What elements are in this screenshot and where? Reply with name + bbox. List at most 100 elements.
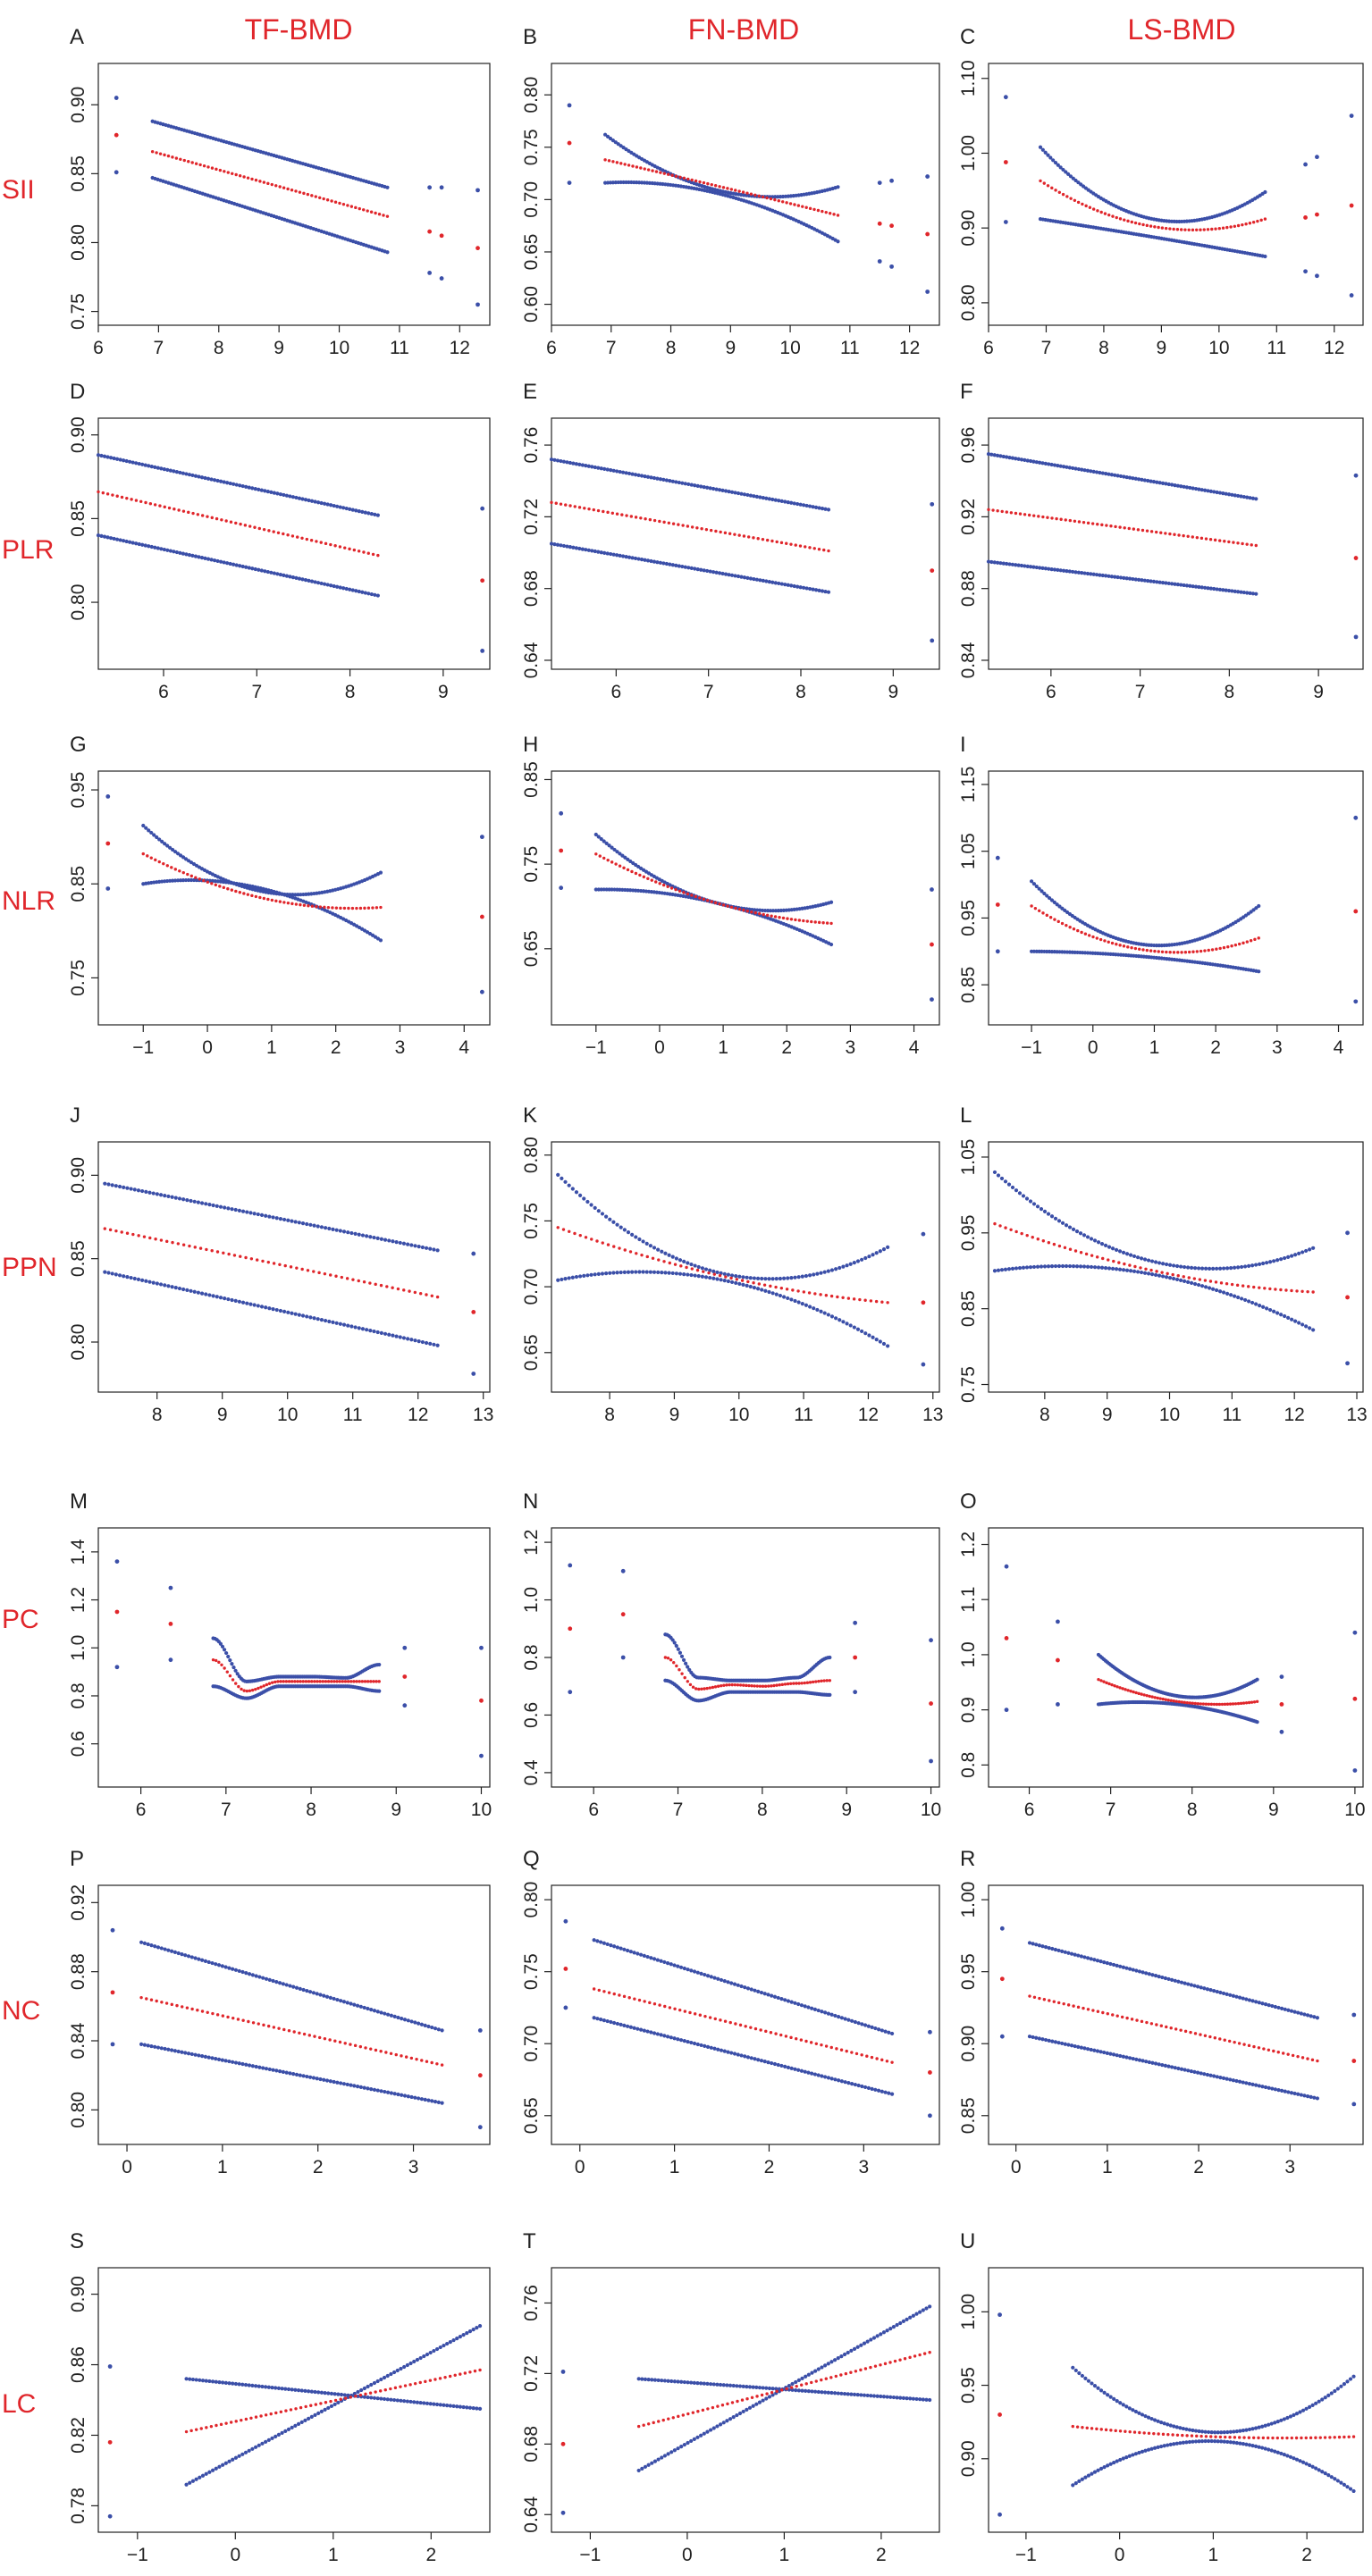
ci-lower-point	[1053, 1263, 1058, 1269]
ci-upper-point	[590, 465, 594, 469]
ci-lower-point	[303, 578, 308, 583]
ci-lower-point	[1034, 2035, 1039, 2040]
ci-lower-point	[619, 180, 623, 185]
ci-lower-point	[278, 572, 282, 577]
ci-lower-point	[1199, 585, 1204, 590]
ci-upper-point	[1050, 1946, 1055, 1951]
x-tick-label-n: 7	[673, 1800, 684, 1820]
ci-upper-point	[860, 1257, 864, 1262]
ci-isolated-point	[168, 1657, 173, 1663]
x-tick-label-k: 12	[858, 1405, 879, 1425]
ci-upper-point	[800, 1274, 804, 1279]
ci-upper-point	[628, 859, 633, 864]
ci-upper-point	[883, 2029, 888, 2034]
fit-point	[200, 2010, 205, 2013]
ci-lower-point	[1118, 2053, 1123, 2059]
ci-upper-point	[331, 1227, 335, 1231]
fit-point	[799, 2038, 804, 2042]
ci-upper-point	[689, 1968, 694, 1973]
ci-lower-point	[286, 1310, 290, 1314]
ci-upper-point	[804, 503, 809, 508]
ci-upper-point	[1230, 492, 1234, 497]
ci-lower-point	[233, 1298, 238, 1303]
ci-lower-point	[1141, 2059, 1145, 2063]
ci-lower-point	[612, 2020, 617, 2026]
fit-point	[1159, 2024, 1164, 2027]
ci-upper-point	[1196, 1266, 1201, 1271]
ci-upper-point	[297, 496, 302, 500]
ci-upper-point	[1031, 1202, 1037, 1206]
ci-lower-point	[599, 550, 603, 555]
ci-lower-point	[620, 887, 625, 892]
ci-lower-point	[667, 1271, 671, 1275]
ci-upper-point	[344, 506, 349, 511]
fit-point	[1225, 225, 1229, 230]
ci-upper-point	[293, 2387, 298, 2392]
ci-lower-point	[645, 558, 651, 563]
fit-point	[1296, 2054, 1300, 2059]
fit-point	[726, 187, 729, 190]
ci-upper-point	[391, 1239, 395, 1244]
ci-upper-point	[1153, 1974, 1158, 1978]
ci-upper-point	[170, 847, 175, 852]
fit-point	[223, 170, 226, 173]
fit-point	[300, 1267, 304, 1271]
ci-upper-point	[296, 893, 300, 897]
fit-isolated-point	[1352, 1696, 1358, 1701]
fit-point	[1250, 1700, 1254, 1704]
ci-lower-point	[142, 2043, 147, 2047]
ci-upper-point	[122, 458, 126, 463]
fit-point	[1207, 948, 1210, 952]
fit-point	[153, 503, 157, 507]
fit-point	[139, 499, 143, 503]
ci-lower-point	[1192, 1281, 1198, 1287]
ci-upper-point	[225, 481, 230, 485]
ci-lower-point	[829, 2077, 834, 2081]
fit-point	[187, 510, 190, 515]
ci-lower-point	[796, 1300, 801, 1305]
ci-lower-point	[1128, 2056, 1132, 2060]
x-tick-label-j: 9	[217, 1405, 228, 1425]
fit-point	[1140, 2019, 1144, 2024]
fit-point	[348, 547, 351, 551]
ci-upper-point	[749, 1987, 753, 1992]
ci-upper-point	[745, 1275, 749, 1280]
ci-upper-point	[672, 1640, 677, 1645]
ci-lower-point	[786, 583, 790, 587]
ci-upper-point	[826, 508, 831, 512]
ci-lower-point	[1179, 583, 1183, 587]
ci-lower-point	[1040, 566, 1045, 570]
ci-upper-point	[198, 2378, 202, 2382]
ci-lower-point	[387, 1332, 391, 1337]
ci-upper-point	[1105, 1960, 1109, 1966]
ci-lower-point	[621, 180, 626, 185]
ci-upper-point	[199, 1201, 205, 1205]
fit-point	[1267, 2048, 1271, 2052]
ci-lower-point	[106, 1271, 111, 1275]
ci-upper-point	[144, 1189, 148, 1194]
ci-lower-point	[1228, 2077, 1233, 2082]
fit-point	[1207, 1702, 1211, 1706]
ci-upper-point	[200, 1958, 205, 1962]
ci-upper-point	[1261, 1261, 1266, 1266]
ci-upper-point	[678, 1965, 684, 1969]
row-label-ppn: PPN	[2, 1253, 57, 1282]
ci-upper-point	[1197, 487, 1201, 491]
panel-letter-a: A	[70, 25, 84, 49]
ci-lower-point	[173, 878, 178, 883]
ci-isolated-point	[1353, 999, 1359, 1004]
ci-lower-point	[366, 2086, 370, 2091]
plot-frame-j	[97, 1141, 491, 1393]
fit-point	[708, 2016, 712, 2019]
ci-upper-point	[726, 1980, 730, 1984]
y-tick-label-i: 0.95	[958, 900, 979, 936]
ci-lower-point	[316, 581, 321, 585]
ci-upper-point	[283, 2387, 288, 2391]
ci-lower-point	[322, 582, 327, 586]
fit-point	[1257, 2046, 1261, 2050]
ci-lower-point	[1001, 561, 1006, 566]
ci-upper-point	[1157, 1261, 1162, 1265]
ci-lower-point	[1025, 564, 1030, 568]
fit-point	[413, 1290, 417, 1295]
x-tick-label-s: 1	[328, 2545, 339, 2565]
